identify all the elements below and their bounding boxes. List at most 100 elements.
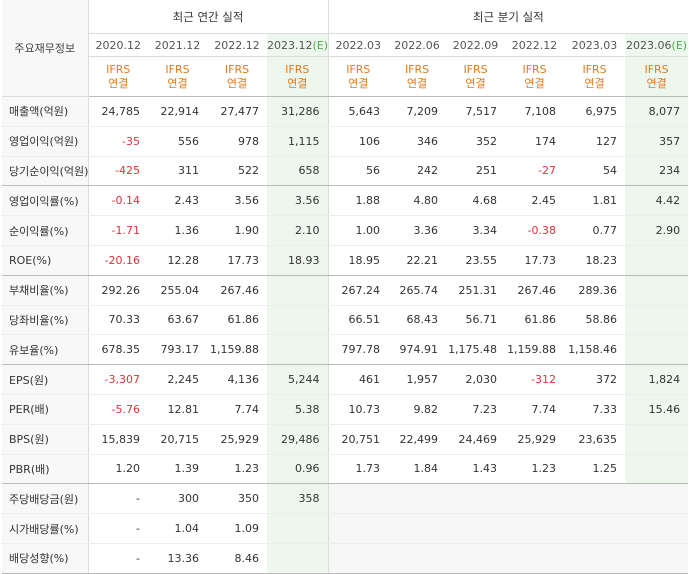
- row-label: 순이익률(%): [2, 215, 89, 246]
- value-cell-quarterly: 234: [625, 156, 689, 187]
- ifrs-header-annual-3: IFRS 연결: [267, 56, 329, 97]
- value-cell-quarterly: 0.77: [564, 215, 626, 246]
- table-row: BPS(원) 15,839 20,715 25,929 29,486 20,751 22,4…: [2, 424, 689, 455]
- value-cell-annual: 2.10: [267, 215, 329, 246]
- ifrs-label: IFRS: [404, 62, 430, 76]
- value-cell-annual: 2,245: [148, 364, 207, 395]
- value-cell-annual: 25,929: [207, 424, 267, 455]
- value-cell-annual: [267, 334, 329, 366]
- ifrs-label: IFRS: [285, 62, 310, 76]
- period-header-quarterly-2: 2022.09: [446, 33, 506, 57]
- value-cell-annual: -: [88, 513, 148, 544]
- ifrs-header-quarterly-2: IFRS 연결: [446, 56, 506, 97]
- value-cell-quarterly: 24,469: [446, 424, 506, 455]
- value-cell-quarterly: [564, 483, 626, 515]
- value-cell-quarterly: [446, 483, 506, 515]
- row-label: 매출액(억원): [2, 96, 89, 127]
- value-cell-annual: 1.09: [207, 513, 267, 544]
- value-cell-quarterly: 18.23: [564, 245, 626, 276]
- value-cell-quarterly: 267.24: [328, 275, 389, 306]
- value-cell-quarterly: 251.31: [446, 275, 506, 306]
- value-cell-quarterly: [505, 513, 565, 544]
- value-cell-annual: 300: [148, 483, 207, 515]
- value-cell-annual: 15,839: [88, 424, 148, 455]
- estimate-mark: (E): [312, 38, 329, 52]
- value-cell-annual: 70.33: [88, 305, 148, 336]
- value-cell-quarterly: [388, 513, 447, 544]
- value-cell-quarterly: 352: [446, 126, 506, 157]
- value-cell-annual: 22,914: [148, 96, 207, 127]
- value-cell-annual: 1.23: [207, 454, 267, 485]
- consolidated-label: 연결: [287, 76, 308, 90]
- value-cell-annual: 7.74: [207, 394, 267, 425]
- value-cell-quarterly: 1.43: [446, 454, 506, 485]
- period-header-row: 2020.12 2021.12 2022.12 2023.12(E) 2022.03 20…: [2, 33, 689, 57]
- row-label: 당좌비율(%): [2, 305, 89, 336]
- value-cell-quarterly: 58.86: [564, 305, 626, 336]
- value-cell-quarterly: 106: [328, 126, 389, 157]
- value-cell-quarterly: 2.45: [505, 185, 565, 217]
- value-cell-quarterly: -27: [505, 156, 565, 187]
- period-header-quarterly-0: 2022.03: [328, 33, 389, 57]
- period-label: 2022.12: [214, 38, 260, 52]
- row-label: 주당배당금(원): [2, 483, 89, 515]
- value-cell-quarterly: 23,635: [564, 424, 626, 455]
- value-cell-quarterly: 56: [328, 156, 389, 187]
- ifrs-header-quarterly-1: IFRS 연결: [388, 56, 447, 97]
- consolidated-label: 연결: [226, 76, 248, 90]
- ifrs-header-row: IFRS 연결 IFRS 연결 IFRS 연결 IFRS 연결 IFRS 연결 IFRS 연결 IFRS…: [2, 56, 689, 97]
- table-row: ROE(%) -20.16 12.28 17.73 18.93 18.95 22.21 23.…: [2, 245, 689, 276]
- value-cell-quarterly: -312: [505, 364, 565, 395]
- row-label: ROE(%): [2, 245, 89, 276]
- value-cell-quarterly: 23.55: [446, 245, 506, 276]
- value-cell-annual: [267, 543, 329, 574]
- value-cell-annual: -425: [88, 156, 148, 187]
- ifrs-label: IFRS: [106, 62, 131, 76]
- value-cell-annual: -: [88, 543, 148, 574]
- value-cell-quarterly: 1.73: [328, 454, 389, 485]
- value-cell-quarterly: 242: [388, 156, 447, 187]
- value-cell-quarterly: [625, 245, 689, 276]
- value-cell-annual: 8.46: [207, 543, 267, 574]
- value-cell-annual: 255.04: [148, 275, 207, 306]
- value-cell-annual: 1,115: [267, 126, 329, 157]
- consolidated-label: 연결: [348, 76, 369, 90]
- ifrs-label: IFRS: [224, 62, 250, 76]
- value-cell-quarterly: [388, 483, 447, 515]
- value-cell-annual: 793.17: [148, 334, 207, 366]
- value-cell-annual: -: [88, 483, 148, 515]
- value-cell-quarterly: [625, 305, 689, 336]
- ifrs-label: IFRS: [165, 62, 190, 76]
- value-cell-quarterly: 974.91: [388, 334, 447, 366]
- value-cell-quarterly: 9.82: [388, 394, 447, 425]
- ifrs-label: IFRS: [463, 62, 488, 76]
- value-cell-annual: 358: [267, 483, 329, 515]
- value-cell-quarterly: 1,175.48: [446, 334, 506, 366]
- value-cell-quarterly: [625, 483, 689, 515]
- value-cell-quarterly: [328, 513, 389, 544]
- value-cell-quarterly: [564, 543, 626, 574]
- value-cell-quarterly: 22,499: [388, 424, 447, 455]
- value-cell-annual: [267, 275, 329, 306]
- row-label: 당기순이익(억원): [2, 156, 89, 187]
- value-cell-quarterly: 25,929: [505, 424, 565, 455]
- value-cell-quarterly: 1,159.88: [505, 334, 565, 366]
- value-cell-quarterly: 15.46: [625, 394, 689, 425]
- period-label: 2022.09: [452, 38, 499, 52]
- value-cell-annual: 658: [267, 156, 329, 187]
- period-header-quarterly-4: 2023.03: [564, 33, 626, 57]
- period-label: 2022.03: [335, 38, 382, 52]
- value-cell-annual: 3.56: [267, 185, 329, 217]
- value-cell-annual: 3.56: [207, 185, 267, 217]
- quarterly-section-title: 최근 분기 실적: [328, 0, 689, 34]
- value-cell-annual: [267, 513, 329, 544]
- ifrs-header-annual-1: IFRS 연결: [148, 56, 207, 97]
- table-row: 순이익률(%) -1.71 1.36 1.90 2.10 1.00 3.36 3.34 -0.3…: [2, 215, 689, 246]
- period-header-quarterly-1: 2022.06: [388, 33, 447, 57]
- value-cell-quarterly: 346: [388, 126, 447, 157]
- value-cell-quarterly: 1,158.46: [564, 334, 626, 366]
- row-label: PER(배): [2, 394, 89, 425]
- value-cell-annual: 0.96: [267, 454, 329, 485]
- value-cell-quarterly: 357: [625, 126, 689, 157]
